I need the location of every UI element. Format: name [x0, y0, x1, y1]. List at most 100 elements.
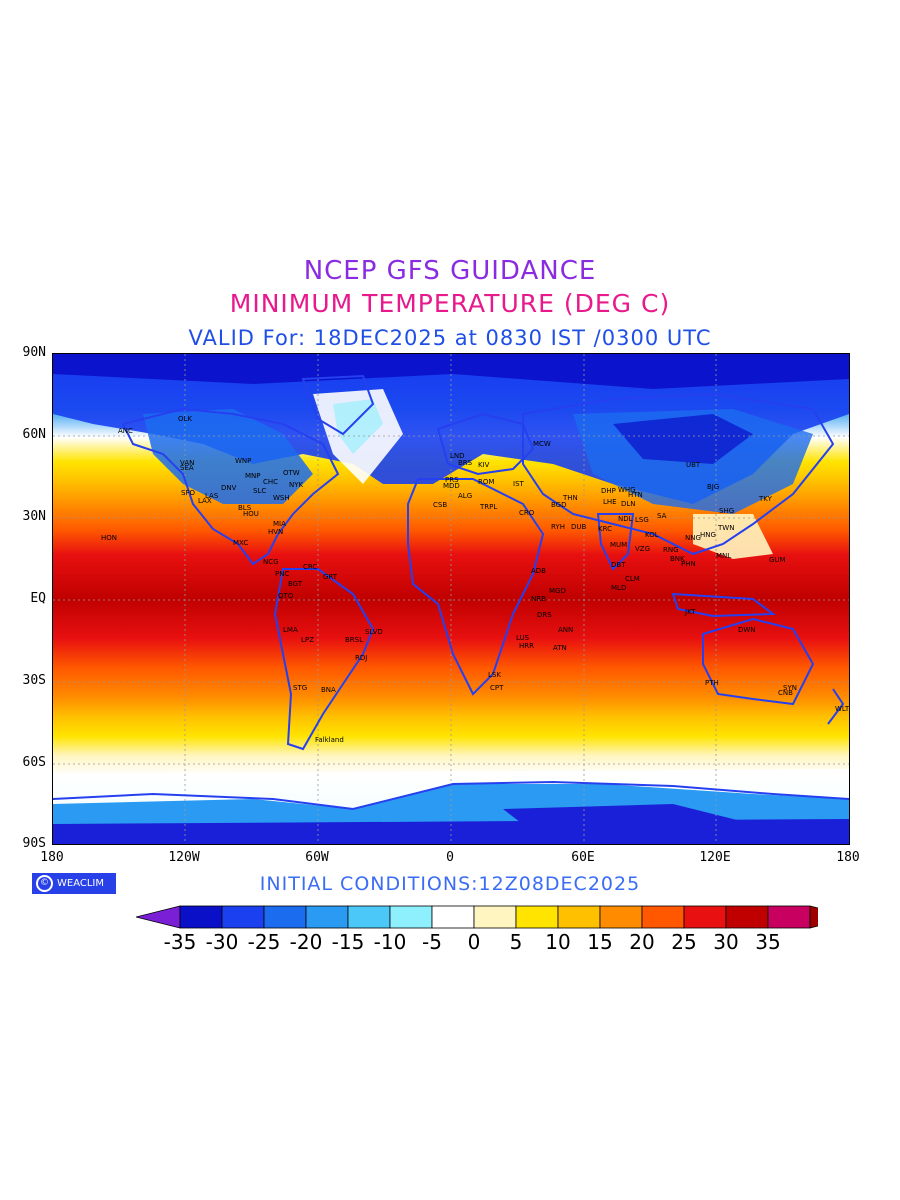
city-label: LPZ [301, 636, 314, 644]
initial-conditions: INITIAL CONDITIONS:12Z08DEC2025 [259, 873, 641, 895]
city-label: CSB [433, 501, 447, 509]
colorbar-label: 10 [545, 930, 571, 954]
city-label: LAX [198, 497, 212, 505]
colorbar-swatch [347, 905, 391, 929]
city-label: DBT [611, 561, 626, 569]
city-label: RNG [663, 546, 679, 554]
chart-subtitle: MINIMUM TEMPERATURE (DEG C) [229, 289, 671, 318]
city-label: LAS [205, 492, 219, 500]
city-label: STG [293, 684, 307, 692]
city-label: TWN [717, 524, 734, 532]
copyright-icon: © [36, 875, 53, 892]
city-label: LMA [283, 626, 298, 634]
colorbar-label: 30 [713, 930, 739, 954]
city-label: OTW [283, 469, 300, 477]
city-label: BJG [707, 483, 719, 491]
greenland-outline [301, 374, 375, 436]
city-label: MIA [273, 520, 286, 528]
colorbar-label: -5 [422, 930, 442, 954]
colorbar-label: -25 [247, 930, 281, 954]
colorbar-label: 35 [755, 930, 781, 954]
australia-outline [702, 617, 815, 706]
city-label: HOU [243, 510, 259, 518]
city-label: WHG [618, 486, 636, 494]
city-label: LHE [603, 498, 617, 506]
city-label: GUM [769, 556, 786, 564]
lat-label-eq: EQ [30, 591, 46, 606]
city-label: MLD [611, 584, 626, 592]
city-label: UBT [686, 461, 701, 469]
colorbar-swatch [515, 905, 559, 929]
city-label: LSG [635, 516, 649, 524]
colorbar-swatch [767, 905, 811, 929]
city-label: NDL [618, 515, 633, 523]
city-label: ANC [118, 427, 133, 435]
colorbar-swatch [557, 905, 601, 929]
city-label: ATN [553, 644, 567, 652]
colorbar-swatch [263, 905, 307, 929]
colorbar-label: -20 [289, 930, 323, 954]
lon-label-120e: 120E [699, 850, 731, 865]
logo-text: WEACLIM [57, 878, 105, 889]
weaclim-logo: © WEACLIM [32, 873, 116, 894]
lat-label-90s: 90S [22, 836, 46, 851]
city-label: KRC [598, 525, 612, 533]
city-label: VZG [635, 545, 650, 553]
city-label: MGD [549, 587, 566, 595]
city-label: SFO [181, 489, 195, 497]
colorbar-swatch [473, 905, 517, 929]
city-label: CRO [519, 509, 535, 517]
colorbar-swatch [221, 905, 265, 929]
city-label: ANN [558, 626, 573, 634]
north-america-outline [121, 407, 340, 566]
indonesia-outline [671, 592, 776, 618]
colorbar-label: -35 [163, 930, 197, 954]
city-label: TKY [758, 495, 773, 503]
city-label: RYH [551, 523, 565, 531]
city-label: BLS [238, 504, 252, 512]
city-label: JKT [684, 608, 696, 616]
city-label: BRS [458, 459, 473, 467]
colorbar-label: -30 [205, 930, 239, 954]
city-label: BRSL [345, 636, 363, 644]
city-label: NNG [685, 534, 701, 542]
city-label: CNB [778, 689, 793, 697]
colorbar-arrow-low [136, 905, 181, 929]
chart-title: NCEP GFS GUIDANCE [303, 256, 597, 286]
city-label: SEA [180, 464, 194, 472]
city-label: BNA [321, 686, 336, 694]
city-label: WNP [235, 457, 251, 465]
city-label: WSH [273, 494, 290, 502]
colorbar-swatch [683, 905, 727, 929]
city-label: MXC [233, 539, 248, 547]
lat-label-90n: 90N [22, 345, 46, 360]
africa-outline [407, 478, 545, 696]
city-label: PNC [275, 570, 289, 578]
city-label: DLN [621, 500, 636, 508]
city-label: SA [657, 512, 667, 520]
india-outline [596, 513, 635, 571]
city-label: PHN [681, 560, 696, 568]
city-label: HNG [700, 531, 716, 539]
city-label: ALG [458, 492, 472, 500]
city-label: RDJ [355, 654, 367, 662]
lat-label-30s: 30S [22, 673, 46, 688]
city-label: BNK [670, 555, 685, 563]
city-label: NRB [531, 595, 546, 603]
city-label: Falkland [315, 736, 344, 744]
city-label: VAN [180, 459, 194, 467]
city-label: ADB [531, 567, 546, 575]
city-label: MNL [716, 552, 731, 560]
lon-label-60w: 60W [305, 850, 329, 865]
city-label: MNP [245, 472, 261, 480]
city-label: SLVD [365, 628, 383, 636]
colorbar-swatch [599, 905, 643, 929]
city-label: HON [101, 534, 117, 542]
asia-outline [522, 392, 835, 556]
city-label: LND [450, 452, 465, 460]
city-label: CHC [263, 478, 278, 486]
city-label: CPT [490, 684, 504, 692]
city-label: BGD [551, 501, 567, 509]
city-label: MCW [533, 440, 551, 448]
lat-label-30n: 30N [22, 509, 46, 524]
